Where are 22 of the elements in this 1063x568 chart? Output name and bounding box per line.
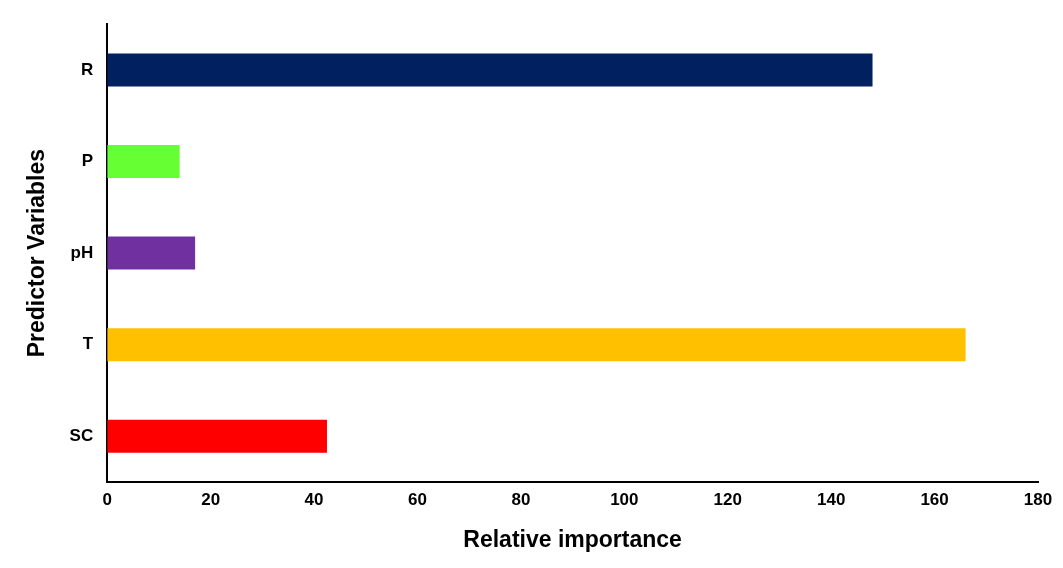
x-tick-label: 160 <box>920 489 949 509</box>
bar <box>107 236 196 270</box>
x-tick-label: 0 <box>102 489 112 509</box>
y-tick-label: SC <box>69 425 94 445</box>
x-tick-label: 180 <box>1023 489 1053 509</box>
x-tick-label: 80 <box>511 489 531 509</box>
x-tick-label: 40 <box>304 489 324 509</box>
bar <box>107 419 327 453</box>
y-tick-label: pH <box>70 242 94 262</box>
y-tick-label: P <box>81 151 94 171</box>
x-tick-label: 60 <box>408 489 427 509</box>
x-tick-label: 20 <box>201 489 221 509</box>
y-axis-title: Predictor Variables <box>23 148 50 358</box>
x-axis-title: Relative importance <box>463 525 682 552</box>
bar <box>107 328 966 362</box>
y-tick-label: R <box>80 59 94 79</box>
bar <box>107 145 180 179</box>
bar <box>107 53 873 87</box>
x-tick-label: 100 <box>610 489 639 509</box>
x-tick-label: 120 <box>713 489 742 509</box>
x-tick-label: 140 <box>816 489 846 509</box>
y-tick-label: T <box>82 334 94 354</box>
